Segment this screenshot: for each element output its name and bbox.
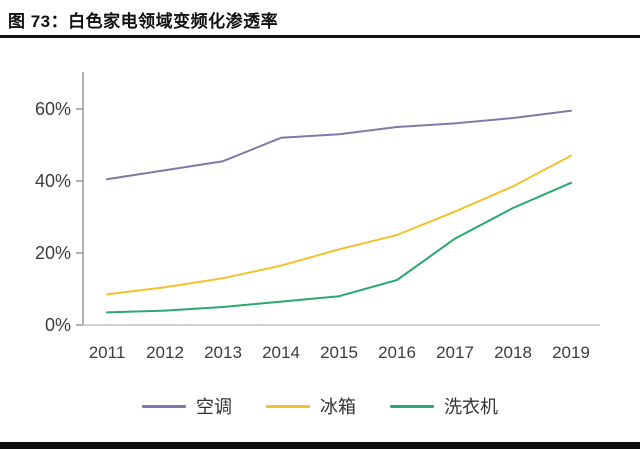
legend-label: 冰箱 <box>320 397 356 417</box>
x-tick-label: 2014 <box>262 343 300 362</box>
chart-area: 0% 20% 40% 60% 2011 2012 2013 2014 2015 2016 2017 2… <box>0 38 640 387</box>
legend-item: 洗衣机 <box>390 393 498 419</box>
legend-line-swatch <box>266 404 310 408</box>
x-tick-label: 2017 <box>436 343 474 362</box>
legend-line-swatch <box>142 404 186 408</box>
x-tick-label: 2016 <box>378 343 416 362</box>
y-tick-label: 20% <box>35 243 71 263</box>
y-tick-label: 40% <box>35 171 71 191</box>
series-line <box>106 109 572 181</box>
series-line <box>106 181 572 314</box>
legend-line-swatch <box>390 404 434 408</box>
legend-label: 空调 <box>196 397 232 417</box>
x-tick-label: 2013 <box>204 343 242 362</box>
y-tick-label: 0% <box>45 315 71 335</box>
x-tick-label: 2019 <box>552 343 590 362</box>
series-line <box>106 154 572 296</box>
chart-legend: 空调 冰箱 洗衣机 <box>0 391 640 421</box>
x-tick-label: 2015 <box>320 343 358 362</box>
title-rule <box>0 35 640 38</box>
legend-label: 洗衣机 <box>444 397 498 417</box>
y-tick-label: 60% <box>35 99 71 119</box>
x-tick-label: 2011 <box>89 343 126 362</box>
x-tick-label: 2012 <box>146 343 184 362</box>
legend-item: 空调 <box>142 393 232 419</box>
figure-title: 图 73：白色家电领域变频化渗透率 <box>8 12 279 31</box>
x-tick-label: 2018 <box>494 343 532 362</box>
legend-item: 冰箱 <box>266 393 356 419</box>
line-chart: 0% 20% 40% 60% 2011 2012 2013 2014 2015 2016 2017 2… <box>35 72 600 362</box>
bottom-rule <box>0 442 640 449</box>
